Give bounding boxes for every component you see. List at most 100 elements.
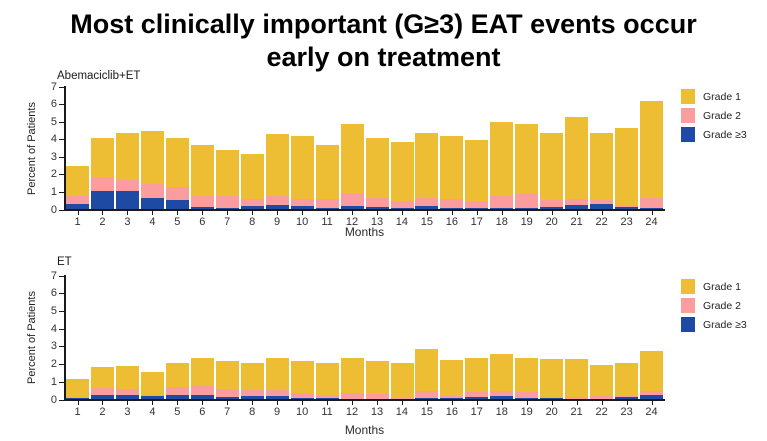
y-tick-label: 0 (50, 393, 57, 406)
y-tick-mark (59, 293, 64, 295)
segment-grade-2 (390, 201, 414, 209)
legend-item: Grade 2 (681, 298, 747, 313)
bar-month-14 (390, 362, 414, 400)
x-tick-label: 18 (495, 406, 508, 418)
bar-month-4 (140, 130, 164, 210)
x-tick-label: 13 (370, 406, 384, 418)
y-tick-mark (59, 156, 64, 158)
segment-grade-3 (265, 395, 289, 400)
bar-month-3 (115, 132, 139, 210)
legend-swatch-grade-1 (681, 89, 695, 104)
segment-grade-2 (290, 392, 314, 399)
segment-grade-1 (615, 127, 639, 205)
x-tick-label: 1 (74, 216, 81, 228)
y-tick-label: 5 (50, 304, 57, 317)
y-tick-mark (59, 364, 64, 366)
x-tick-label: 8 (249, 216, 256, 228)
segment-grade-2 (490, 195, 514, 209)
bar-month-5 (165, 362, 189, 400)
x-tick-label: 15 (420, 406, 434, 418)
segment-grade-3 (91, 394, 114, 400)
x-tick-label: 22 (595, 406, 608, 418)
segment-grade-1 (290, 361, 314, 393)
segment-grade-1 (215, 150, 239, 196)
x-tick-mark (352, 211, 353, 215)
segment-grade-2 (540, 199, 564, 208)
segment-grade-1 (440, 136, 464, 200)
segment-grade-3 (290, 206, 314, 210)
segment-grade-1 (440, 360, 464, 397)
y-axis-line (64, 86, 66, 211)
segment-grade-2 (91, 387, 114, 395)
segment-grade-2 (165, 187, 189, 200)
bar-month-24 (640, 350, 663, 400)
bar-month-10 (290, 361, 314, 400)
chart-title-label: Abemaciclib+ET (57, 70, 141, 82)
x-tick-mark (476, 401, 478, 405)
x-tick-mark (601, 211, 603, 215)
y-tick-mark (59, 209, 64, 211)
segment-grade-1 (66, 378, 89, 398)
bar-month-18 (490, 354, 514, 400)
legend-label: Grade 2 (703, 299, 741, 312)
x-tick-mark (501, 401, 503, 405)
x-axis-line (64, 399, 665, 401)
segment-grade-1 (240, 153, 264, 200)
segment-grade-2 (365, 393, 389, 400)
segment-grade-1 (390, 141, 414, 202)
segment-grade-1 (265, 357, 289, 391)
legend: Grade 1 Grade 2 Grade ≥3 (681, 89, 747, 146)
segment-grade-3 (66, 203, 89, 210)
bar-month-21 (565, 359, 589, 400)
bar-month-8 (240, 153, 264, 210)
segment-grade-3 (490, 396, 514, 400)
y-tick-mark (59, 381, 64, 383)
segment-grade-1 (115, 132, 139, 181)
x-tick-mark (77, 401, 79, 405)
bar-month-20 (540, 132, 564, 210)
slide-title-line1: Most clinically important (G≥3) EAT even… (70, 9, 697, 39)
x-tick-label: 11 (321, 216, 333, 228)
segment-grade-1 (390, 362, 414, 399)
x-tick-label: 18 (495, 216, 508, 228)
x-tick-mark (426, 401, 428, 405)
x-tick-mark (401, 401, 403, 405)
x-tick-mark (277, 401, 279, 405)
segment-grade-3 (465, 397, 489, 400)
bar-month-11 (315, 145, 339, 210)
bar-month-6 (190, 145, 214, 210)
x-tick-mark (277, 211, 279, 215)
segment-grade-2 (115, 180, 139, 191)
segment-grade-1 (565, 359, 589, 398)
legend-label: Grade 2 (703, 109, 741, 122)
x-tick-mark (551, 401, 553, 405)
y-tick-mark (59, 86, 64, 88)
segment-grade-2 (340, 193, 364, 207)
segment-grade-3 (115, 190, 139, 210)
x-tick-label: 21 (570, 406, 583, 418)
x-tick-mark (152, 211, 154, 215)
segment-grade-1 (140, 371, 164, 395)
segment-grade-2 (340, 392, 364, 400)
bar-month-23 (615, 362, 639, 400)
x-tick-label: 2 (99, 406, 106, 418)
x-tick-label: 14 (395, 406, 409, 418)
segment-grade-3 (240, 396, 264, 400)
months-axis-label: Months (344, 423, 385, 437)
segment-grade-1 (615, 362, 639, 396)
bar-month-17 (465, 358, 489, 400)
x-tick-label: 7 (224, 216, 231, 228)
segment-grade-1 (340, 357, 364, 393)
y-axis-label: Percent of Patients (26, 102, 38, 195)
slide-title-line2: early on treatment (266, 41, 501, 72)
x-tick-mark (377, 401, 378, 405)
segment-grade-2 (115, 389, 139, 395)
x-tick-mark (626, 211, 628, 215)
segment-grade-1 (165, 138, 189, 188)
segment-grade-3 (140, 396, 164, 400)
bar-month-16 (440, 136, 464, 210)
bar-month-23 (615, 127, 639, 210)
segment-grade-1 (640, 101, 663, 198)
segment-grade-3 (640, 394, 663, 400)
segment-grade-1 (340, 123, 364, 194)
